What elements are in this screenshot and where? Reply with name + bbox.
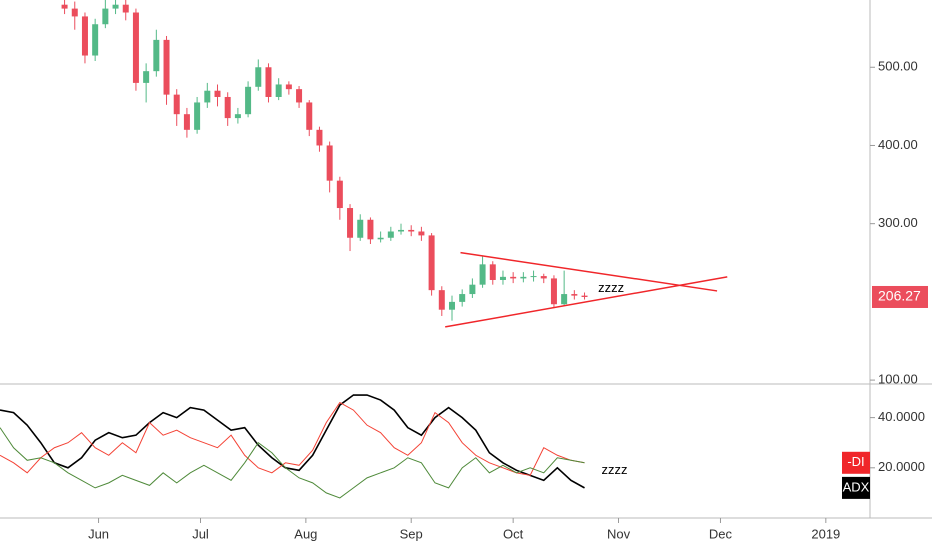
candle-body [194, 102, 201, 130]
trend-line [445, 276, 728, 328]
candle-body [306, 102, 313, 130]
y-tick-label: 20.0000 [878, 459, 925, 474]
candle-body [489, 264, 496, 280]
candle-body [499, 276, 506, 280]
candle-body [448, 301, 455, 310]
candle-body [530, 276, 537, 278]
candle-body [92, 24, 99, 56]
x-tick-label: Jul [192, 526, 209, 541]
y-tick-label: 400.00 [878, 137, 918, 152]
candle-body [387, 231, 394, 238]
candle-body [336, 180, 343, 209]
x-tick-label: 2019 [811, 526, 840, 541]
candle-body [204, 90, 211, 103]
candle-body [469, 284, 476, 295]
annotation: zzzz [602, 462, 628, 477]
candle-body [296, 89, 303, 103]
candle-body [153, 39, 160, 72]
candle-body [550, 278, 557, 305]
candle-body [102, 8, 109, 25]
candle-body [245, 86, 252, 115]
candle-body [234, 114, 241, 119]
candle-body [581, 295, 588, 297]
candle-body [408, 229, 415, 232]
candle-body [326, 145, 333, 181]
candle-body [224, 96, 231, 119]
candle-body [418, 231, 425, 236]
candle-body [316, 129, 323, 146]
candle-body [479, 264, 486, 285]
candle-body [510, 276, 517, 279]
indicator-tag-label: -DI [847, 454, 864, 469]
candle-body [459, 294, 466, 302]
candle-body [275, 84, 282, 97]
y-tick-label: 100.00 [878, 372, 918, 387]
candle-body [255, 67, 262, 87]
indicator-tag [842, 451, 870, 474]
y-tick-label: 300.00 [878, 215, 918, 230]
indicator-line [0, 427, 585, 499]
candle-body [540, 276, 547, 279]
candle-body [428, 235, 435, 291]
candle-body [143, 71, 150, 83]
x-tick-label: Jun [88, 526, 109, 541]
candle-body [163, 39, 170, 95]
last-price-label: 206.27 [878, 288, 921, 304]
x-tick-label: Aug [294, 526, 317, 541]
candle-body [377, 237, 384, 240]
candle-body [438, 290, 445, 310]
candle-body [122, 4, 129, 13]
candle-body [285, 84, 292, 90]
candle-body [571, 294, 578, 296]
candle-body [398, 229, 405, 232]
x-tick-label: Dec [709, 526, 733, 541]
annotation: zzzz [598, 280, 624, 295]
candle-body [112, 4, 119, 9]
candle-body [173, 94, 180, 115]
candle-body [520, 276, 527, 279]
y-tick-label: 40.0000 [878, 409, 925, 424]
candle-body [357, 219, 364, 238]
candle-body [561, 294, 568, 305]
indicator-line [0, 394, 585, 489]
candle-body [183, 114, 190, 130]
y-tick-label: 500.00 [878, 59, 918, 74]
last-price-tag [872, 285, 928, 308]
candle-body [61, 4, 68, 9]
candle-body [214, 90, 221, 97]
candle-body [71, 8, 78, 17]
indicator-line [0, 401, 585, 476]
candle-body [265, 67, 272, 97]
x-tick-label: Sep [400, 526, 423, 541]
indicator-tag-label: ADX [843, 479, 870, 494]
candle-body [367, 219, 374, 240]
indicator-tag [842, 476, 870, 499]
x-tick-label: Nov [607, 526, 631, 541]
x-tick-label: Oct [503, 526, 524, 541]
candle-body [132, 12, 139, 83]
trend-line [460, 251, 718, 292]
candle-body [347, 208, 354, 238]
candle-body [81, 16, 88, 56]
